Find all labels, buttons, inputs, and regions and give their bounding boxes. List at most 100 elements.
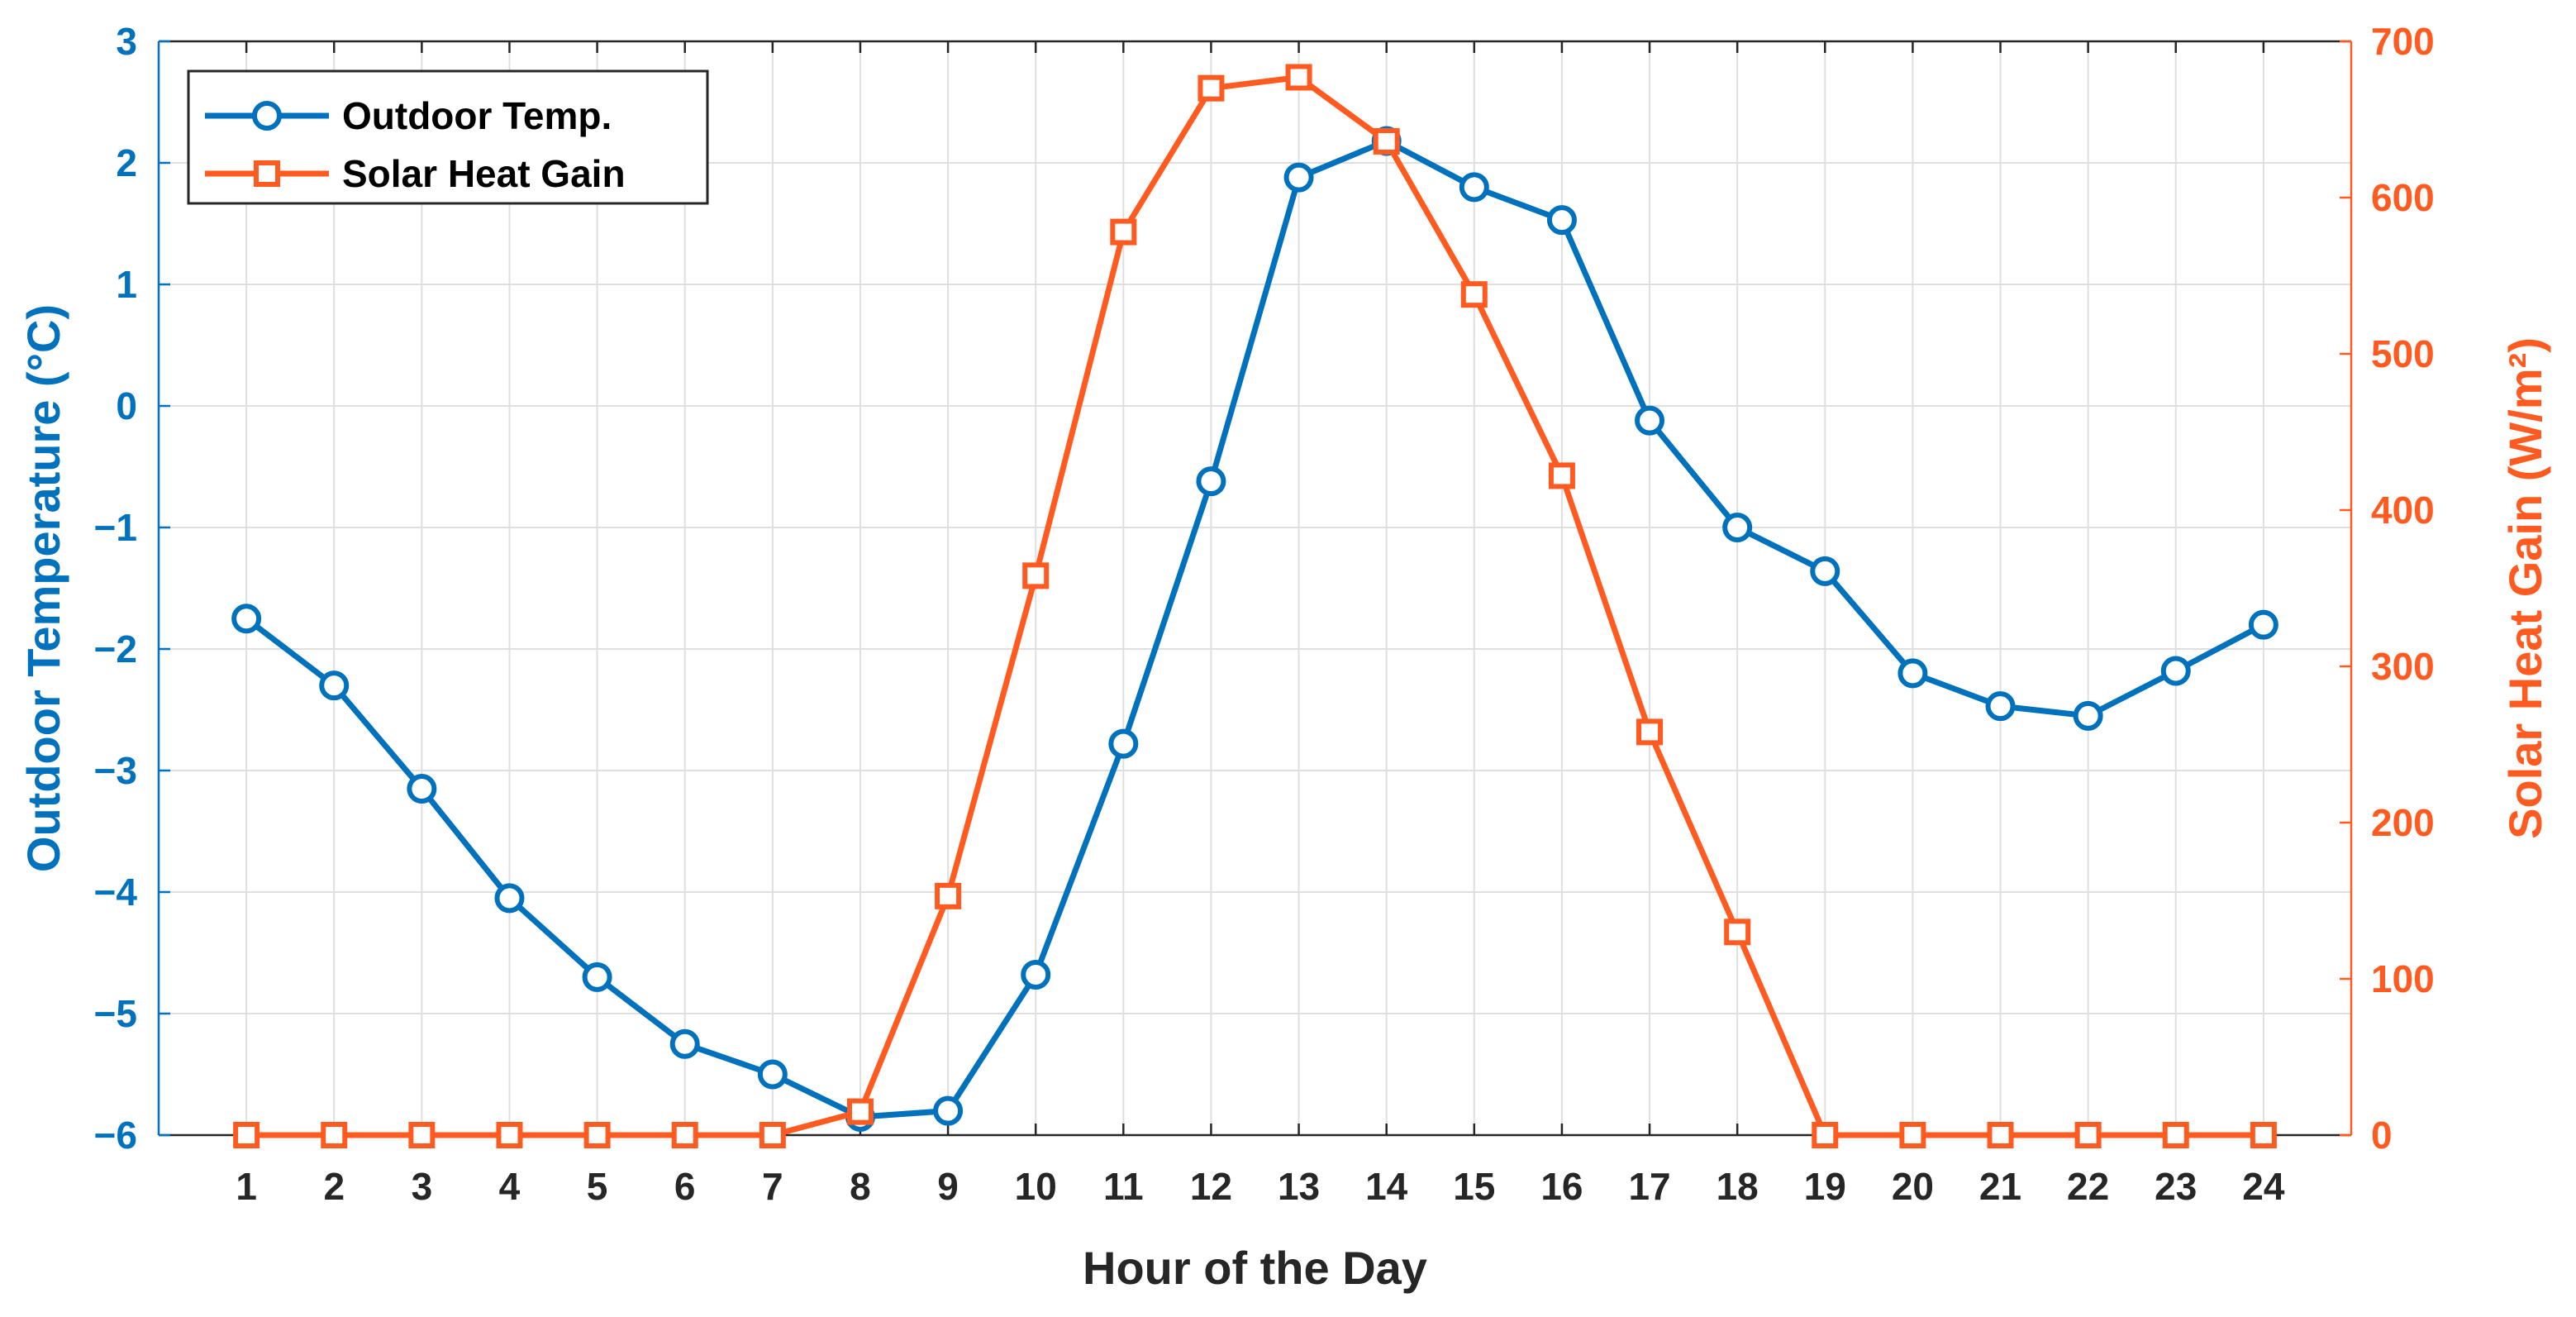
right-tick-label: 100 bbox=[2371, 957, 2435, 1000]
series-1 bbox=[231, 126, 2278, 1132]
right-axis-label: Solar Heat Gain (W/m²) bbox=[2499, 337, 2551, 839]
data-point bbox=[2250, 1122, 2277, 1148]
left-tick-label: 3 bbox=[116, 20, 137, 63]
data-point bbox=[1987, 1122, 2014, 1148]
data-point bbox=[1196, 466, 1226, 497]
x-tick-label: 6 bbox=[674, 1165, 696, 1208]
x-tick-label: 13 bbox=[1278, 1165, 1320, 1208]
data-point bbox=[321, 1122, 348, 1148]
right-tick-label: 0 bbox=[2371, 1114, 2393, 1157]
data-point bbox=[757, 1059, 788, 1090]
data-point bbox=[319, 670, 350, 701]
data-point bbox=[231, 604, 262, 634]
data-point bbox=[2160, 656, 2191, 686]
data-point bbox=[671, 1122, 698, 1148]
x-tick-label: 2 bbox=[323, 1165, 345, 1208]
data-point bbox=[935, 882, 962, 909]
x-axis-label: Hour of the Day bbox=[1083, 1242, 1427, 1294]
data-point bbox=[1021, 959, 1051, 990]
right-tick-label: 600 bbox=[2371, 176, 2435, 219]
data-point bbox=[1460, 281, 1488, 308]
data-point bbox=[583, 1122, 611, 1148]
x-tick-label: 14 bbox=[1365, 1165, 1408, 1208]
legend-marker bbox=[254, 160, 280, 187]
legend-label: Solar Heat Gain bbox=[342, 152, 626, 195]
x-tick-label: 12 bbox=[1190, 1165, 1232, 1208]
data-point bbox=[1985, 691, 2016, 722]
data-point bbox=[582, 962, 612, 992]
x-tick-label: 20 bbox=[1892, 1165, 1934, 1208]
data-point bbox=[496, 1122, 523, 1148]
data-point bbox=[1636, 718, 1664, 746]
left-tick-label: −1 bbox=[94, 506, 137, 549]
data-point bbox=[1810, 556, 1840, 586]
x-tick-label: 3 bbox=[412, 1165, 433, 1208]
series-line bbox=[243, 74, 2267, 1138]
x-tick-label: 1 bbox=[236, 1165, 257, 1208]
data-point bbox=[759, 1122, 786, 1148]
x-tick-label: 18 bbox=[1717, 1165, 1759, 1208]
data-point bbox=[1373, 127, 1400, 155]
data-point bbox=[1022, 562, 1050, 589]
data-point bbox=[1546, 205, 1577, 236]
data-point bbox=[408, 1122, 436, 1148]
data-point bbox=[407, 774, 437, 804]
x-tick-label: 10 bbox=[1015, 1165, 1057, 1208]
x-tick-label: 21 bbox=[1979, 1165, 2021, 1208]
data-point bbox=[1110, 218, 1137, 246]
left-tick-label: 2 bbox=[116, 141, 137, 184]
data-point bbox=[1897, 658, 1928, 689]
left-tick-label: 1 bbox=[116, 263, 137, 306]
right-tick-label: 500 bbox=[2371, 332, 2435, 375]
series-2 bbox=[233, 64, 2277, 1148]
data-point bbox=[1899, 1122, 1926, 1148]
data-point bbox=[2162, 1122, 2189, 1148]
data-point bbox=[1635, 405, 1665, 436]
x-tick-label: 24 bbox=[2242, 1165, 2285, 1208]
x-tick-label: 22 bbox=[2067, 1165, 2109, 1208]
data-point bbox=[1812, 1122, 1839, 1148]
data-point bbox=[1459, 172, 1489, 203]
data-point bbox=[933, 1095, 964, 1126]
x-tick-label: 23 bbox=[2155, 1165, 2197, 1208]
plot-area bbox=[159, 41, 2351, 1135]
x-tick-label: 9 bbox=[937, 1165, 959, 1208]
left-axis-label: Outdoor Temperature (°C) bbox=[17, 304, 69, 872]
left-tick-label: −6 bbox=[94, 1114, 137, 1157]
data-point bbox=[1198, 74, 1225, 102]
data-point bbox=[2073, 700, 2103, 731]
data-point bbox=[669, 1028, 700, 1059]
x-tick-label: 8 bbox=[850, 1165, 871, 1208]
legend-label: Outdoor Temp. bbox=[342, 94, 612, 137]
left-tick-label: −5 bbox=[94, 992, 137, 1035]
right-tick-label: 700 bbox=[2371, 20, 2435, 63]
series-line bbox=[243, 138, 2267, 1120]
data-point bbox=[1722, 513, 1753, 542]
data-point bbox=[494, 883, 525, 914]
legend-marker bbox=[252, 101, 282, 131]
data-point bbox=[1283, 162, 1314, 193]
legend-entry: Outdoor Temp. bbox=[205, 94, 612, 137]
data-point bbox=[1548, 462, 1575, 489]
legend: Outdoor Temp. Solar Heat Gain bbox=[187, 69, 709, 205]
left-tick-label: −3 bbox=[94, 749, 137, 792]
x-tick-label: 19 bbox=[1804, 1165, 1846, 1208]
data-point bbox=[1108, 728, 1139, 759]
left-tick-label: 0 bbox=[116, 384, 137, 427]
x-tick-label: 4 bbox=[499, 1165, 521, 1208]
left-tick-label: −2 bbox=[94, 627, 137, 670]
x-tick-label: 7 bbox=[762, 1165, 783, 1208]
x-tick-label: 11 bbox=[1103, 1165, 1144, 1208]
legend-entry: Solar Heat Gain bbox=[205, 152, 626, 195]
data-point bbox=[1724, 919, 1751, 946]
x-tick-label: 17 bbox=[1628, 1165, 1670, 1208]
x-tick-label: 16 bbox=[1540, 1165, 1583, 1208]
right-tick-label: 300 bbox=[2371, 645, 2435, 688]
data-point bbox=[1285, 64, 1312, 91]
data-point bbox=[2074, 1122, 2102, 1148]
x-tick-label: 5 bbox=[587, 1165, 608, 1208]
x-tick-label: 15 bbox=[1453, 1165, 1495, 1208]
left-tick-label: −4 bbox=[94, 871, 138, 914]
